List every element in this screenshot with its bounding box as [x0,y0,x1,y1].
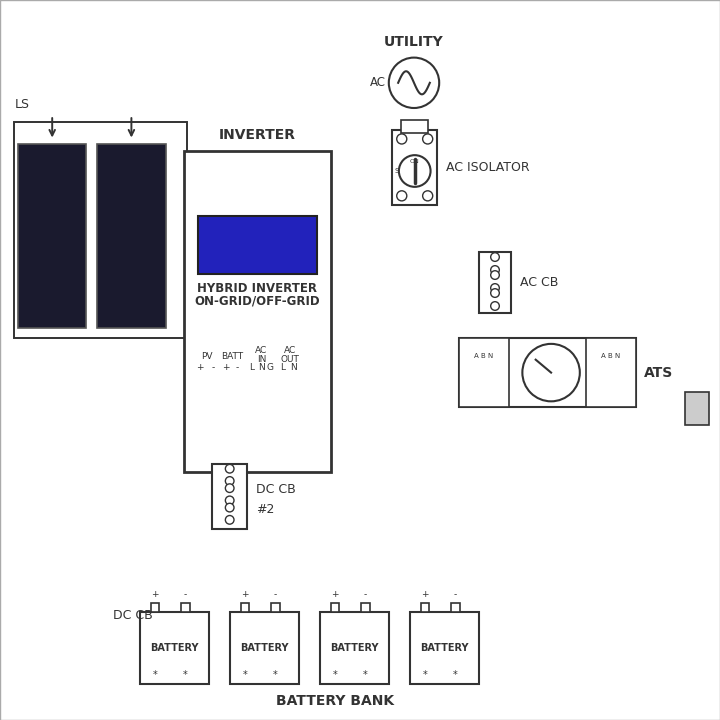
Text: BATTERY: BATTERY [240,643,289,653]
Bar [230,612,299,684]
Text: BATTERY: BATTERY [150,643,199,653]
Text: AC: AC [370,76,386,89]
Text: L: L [281,363,285,372]
Text: L: L [250,363,254,372]
Circle shape [490,302,499,310]
Text: G: G [266,363,274,372]
Bar [410,612,479,684]
Circle shape [490,253,499,261]
Text: BATTERY BANK: BATTERY BANK [276,693,394,708]
Circle shape [490,284,499,292]
Text: +: + [331,590,338,599]
Text: A B N: A B N [474,353,494,359]
Text: LS: LS [14,98,30,111]
Bar [685,392,709,425]
Text: AC: AC [255,346,268,355]
Text: *: * [153,670,157,680]
Text: OUT: OUT [281,355,300,364]
Text: *: * [423,670,427,680]
Bar [392,130,437,205]
Text: *: * [273,670,278,680]
Bar [586,338,636,407]
Circle shape [490,289,499,297]
Text: *: * [183,670,188,680]
Circle shape [397,191,407,201]
Bar [271,603,279,612]
Text: DC CB: DC CB [256,483,295,496]
Text: +: + [222,363,229,372]
Circle shape [397,134,407,144]
Bar [459,338,636,407]
Bar [459,338,509,407]
Text: -: - [184,590,187,599]
Circle shape [423,134,433,144]
Text: AC ISOLATOR: AC ISOLATOR [446,161,529,174]
Bar [320,612,389,684]
Bar [18,144,86,328]
Text: A B N: A B N [601,353,621,359]
Circle shape [225,516,234,524]
Bar [97,144,166,328]
Bar [14,122,187,338]
Text: S: S [395,168,399,174]
Bar [240,603,249,612]
Text: ON-GRID/OFF-GRID: ON-GRID/OFF-GRID [194,294,320,307]
Text: BATTERY: BATTERY [330,643,379,653]
Text: ATS: ATS [644,366,674,379]
Text: +: + [241,590,248,599]
Circle shape [490,271,499,279]
Bar [420,603,429,612]
Circle shape [225,464,234,473]
Circle shape [225,503,234,512]
Text: ON: ON [410,160,420,164]
Bar [181,603,189,612]
Text: AC CB: AC CB [520,276,558,289]
Text: *: * [453,670,458,680]
Text: HYBRID INVERTER: HYBRID INVERTER [197,282,318,294]
Text: *: * [363,670,368,680]
Circle shape [389,58,439,108]
Text: -: - [364,590,367,599]
Text: INVERTER: INVERTER [219,128,296,143]
Circle shape [225,496,234,505]
Text: DC CB: DC CB [113,609,153,622]
Bar [140,612,209,684]
Circle shape [423,191,433,201]
Bar [330,603,339,612]
Text: -: - [212,363,215,372]
Circle shape [225,484,234,492]
Text: -: - [454,590,457,599]
Text: PV: PV [201,352,212,361]
Text: BATTERY: BATTERY [420,643,469,653]
Text: UTILITY: UTILITY [384,35,444,49]
Circle shape [523,344,580,401]
Text: *: * [243,670,247,680]
Circle shape [399,156,431,187]
Text: -: - [236,363,239,372]
Text: AC: AC [284,346,297,355]
Text: +: + [421,590,428,599]
Text: *: * [333,670,337,680]
Bar [479,252,511,313]
Bar [451,603,459,612]
Bar [150,603,159,612]
Text: +: + [151,590,158,599]
Text: BATT: BATT [221,352,243,361]
Bar [184,151,331,472]
Text: -: - [274,590,277,599]
Bar [212,464,247,529]
Bar [401,120,428,133]
Text: N: N [289,363,297,372]
Text: +: + [197,363,204,372]
Text: #2: #2 [256,503,274,516]
Circle shape [225,477,234,485]
Text: IN: IN [256,355,266,364]
Bar [361,603,369,612]
Bar [198,216,317,274]
Text: N: N [258,363,265,372]
Circle shape [490,266,499,274]
